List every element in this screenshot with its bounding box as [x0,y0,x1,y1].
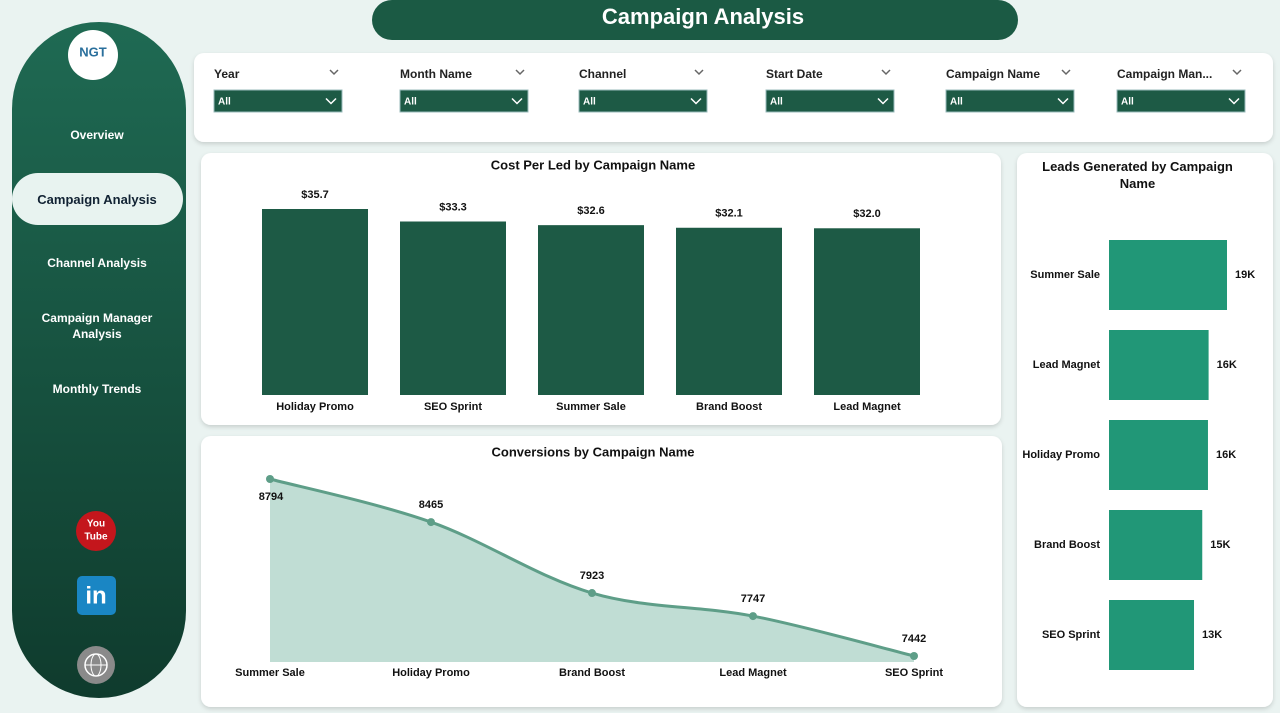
filter-label: Channel [579,67,626,81]
y-tick-label: Brand Boost [1034,539,1100,551]
bar [1109,600,1195,670]
data-label: 15K [1210,539,1230,551]
filter-panel [194,53,1273,142]
data-label: 7442 [902,633,926,645]
nav-item[interactable]: Campaign Analysis [37,192,157,207]
nav-active-pill [12,173,183,225]
chevron [1228,97,1240,105]
icon-text: in [85,582,106,609]
web-icon-globe [90,653,102,677]
chevron [511,97,523,105]
chevron [1057,97,1069,105]
nav-item[interactable]: Monthly Trends [52,382,142,396]
data-label: $32.0 [853,208,881,220]
y-tick-label: Holiday Promo [1022,449,1100,461]
filter-dropdown[interactable] [1116,89,1246,113]
x-tick-label: Brand Boost [696,401,762,413]
logo-text: NGT [79,44,107,59]
filter-dropdown[interactable] [213,89,343,113]
x-tick-label: Lead Magnet [833,401,901,413]
filter-dropdown[interactable] [578,89,708,113]
chevron [694,69,704,76]
page-title: Campaign Analysis [602,4,804,29]
data-label: 7747 [741,593,765,605]
linkedin-icon[interactable] [77,576,116,615]
bar [676,227,782,395]
bar [1109,510,1203,580]
data-label: 13K [1202,629,1222,641]
title-banner [372,0,1018,40]
nav-item[interactable]: Campaign Manager Analysis [41,311,153,341]
filter-value: All [404,97,417,108]
point [749,612,757,621]
chevron [329,69,339,76]
filter-dropdown[interactable] [399,89,529,113]
filter-value: All [218,97,231,108]
y-tick-label: SEO Sprint [1042,629,1100,641]
x-tick-label: Brand Boost [559,667,625,679]
x-tick-label: Lead Magnet [719,667,787,679]
chevron [881,69,891,76]
bar [262,209,368,395]
bar [1109,240,1227,310]
chevron [325,97,337,105]
bar [814,228,920,395]
logo [68,30,118,80]
data-label: 8794 [259,491,284,503]
data-label: 7923 [580,570,604,582]
x-tick-label: Summer Sale [235,667,305,679]
filter-label: Campaign Man... [1117,67,1212,81]
x-tick-label: Holiday Promo [392,667,470,679]
data-label: $32.1 [715,208,743,220]
filter-value: All [583,97,596,108]
data-label: 16K [1216,449,1236,461]
data-label: $33.3 [439,201,467,213]
chart-title: Cost Per Led by Campaign Name [491,157,695,172]
filter-value: All [1121,97,1134,108]
chart-title: Leads Generated by Campaign Name [1042,159,1233,191]
point [588,589,596,598]
bar [400,221,506,395]
filter-value: All [770,97,783,108]
nav-item[interactable]: Overview [70,128,124,142]
youtube-icon[interactable] [76,511,116,551]
filter-value: All [950,97,963,108]
nav-item[interactable]: Channel Analysis [47,256,147,270]
filter-dropdown[interactable] [765,89,895,113]
filter-label: Start Date [766,67,823,81]
x-tick-label: Summer Sale [556,401,626,413]
chevron [1232,69,1242,76]
bar [538,225,644,395]
filter-dropdown[interactable] [945,89,1075,113]
chart-title: Conversions by Campaign Name [492,444,695,459]
data-label: 19K [1235,269,1255,281]
chevron [690,97,702,105]
data-label: $35.7 [301,189,329,201]
chevron [1061,69,1071,76]
bar [1109,330,1209,400]
x-tick-label: SEO Sprint [885,667,943,679]
chevron [515,69,525,76]
filter-label: Campaign Name [946,67,1040,81]
chevron [877,97,889,105]
x-tick-label: SEO Sprint [424,401,482,413]
data-label: $32.6 [577,205,605,217]
data-label: 8465 [419,499,443,511]
point [910,652,918,660]
data-label: 16K [1217,359,1237,371]
point [427,518,435,527]
bar [1109,420,1208,490]
x-tick-label: Holiday Promo [276,401,354,413]
icon-text: Tube [84,532,108,543]
icon-text: You [87,519,105,530]
y-tick-label: Summer Sale [1030,269,1100,281]
filter-label: Month Name [400,67,472,81]
filter-label: Year [214,67,240,81]
y-tick-label: Lead Magnet [1033,359,1101,371]
point [266,475,274,483]
